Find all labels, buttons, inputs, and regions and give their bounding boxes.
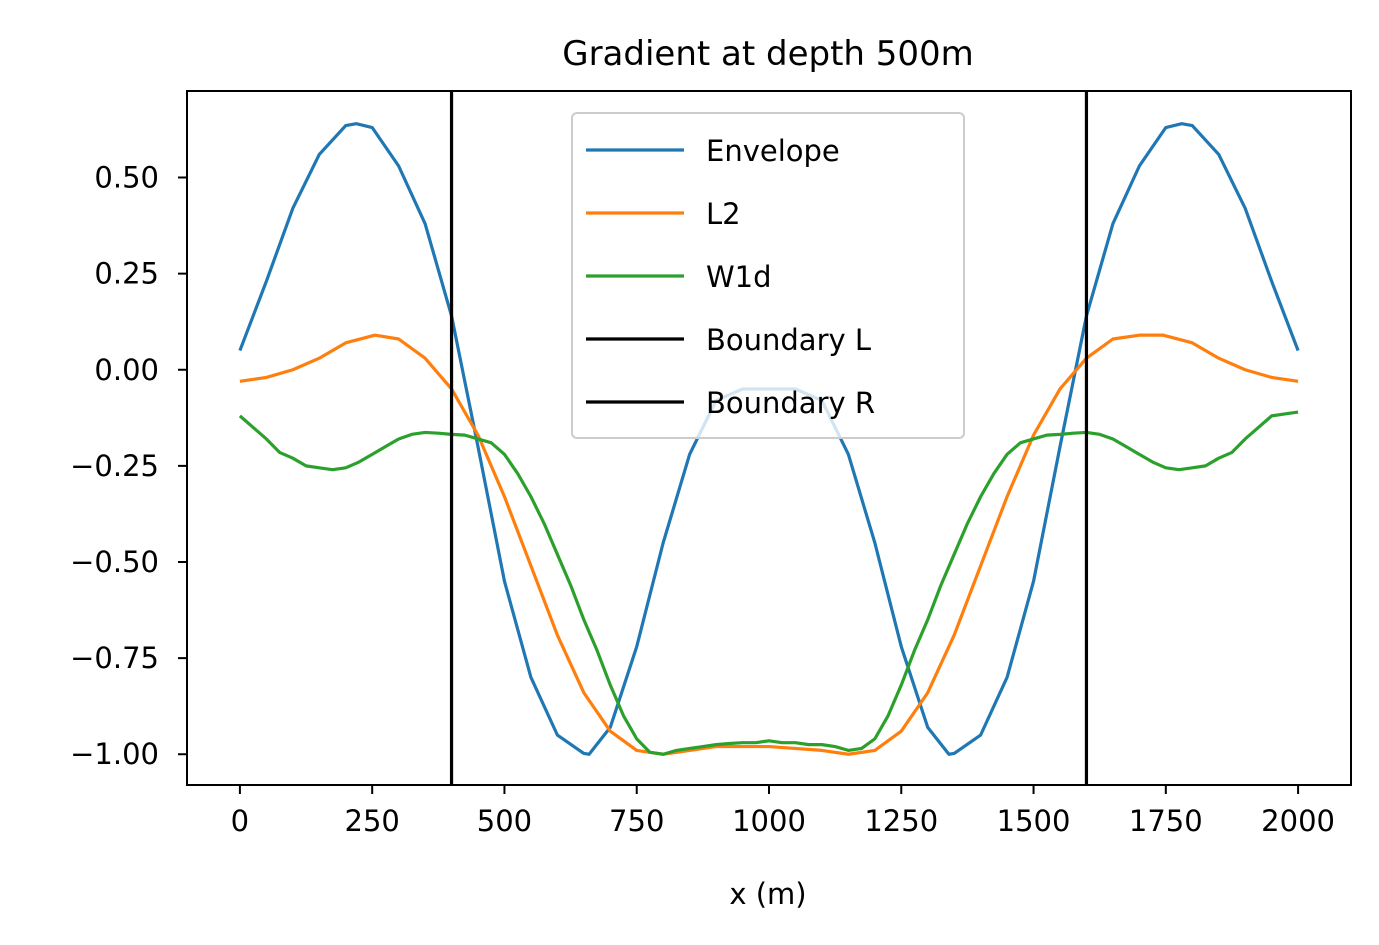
legend-box [571, 112, 965, 439]
legend-label-w1d: W1d [706, 260, 772, 294]
x-tick-label: 250 [345, 804, 400, 838]
legend-label-boundary-r: Boundary R [706, 386, 875, 420]
y-tick-label: −1.00 [70, 737, 159, 771]
chart-title: Gradient at depth 500m [562, 34, 974, 74]
x-tick-label: 0 [231, 804, 249, 838]
legend-label-envelope: Envelope [706, 134, 840, 168]
x-tick-label: 1750 [1129, 804, 1203, 838]
x-tick-label: 750 [609, 804, 664, 838]
x-axis-label: x (m) [729, 877, 806, 911]
y-tick-label: −0.25 [70, 449, 159, 483]
y-tick-label: 0.25 [94, 257, 159, 291]
legend: Envelope L2 W1d Boundary L Boundary R [571, 112, 965, 439]
x-tick-label: 500 [477, 804, 532, 838]
x-tick-label: 1250 [864, 804, 938, 838]
y-tick-label: −0.75 [70, 641, 159, 675]
y-tick-label: −0.50 [70, 545, 159, 579]
x-tick-label: 1000 [732, 804, 806, 838]
x-tick-label: 2000 [1261, 804, 1335, 838]
legend-label-boundary-l: Boundary L [706, 323, 871, 357]
y-tick-label: 0.50 [94, 161, 159, 195]
series-line-l2 [239, 333, 1299, 756]
y-tick-label: 0.00 [94, 353, 159, 387]
x-axis: 0 250 500 750 1000 1250 1500 1750 2000 [231, 785, 1335, 838]
series-line-w1d [238, 410, 1299, 756]
legend-label-l2: L2 [706, 197, 741, 231]
plot-area [186, 90, 1352, 786]
x-tick-label: 1500 [997, 804, 1071, 838]
y-axis: 0.50 0.25 0.00 −0.25 −0.50 −0.75 −1.00 [70, 161, 187, 771]
